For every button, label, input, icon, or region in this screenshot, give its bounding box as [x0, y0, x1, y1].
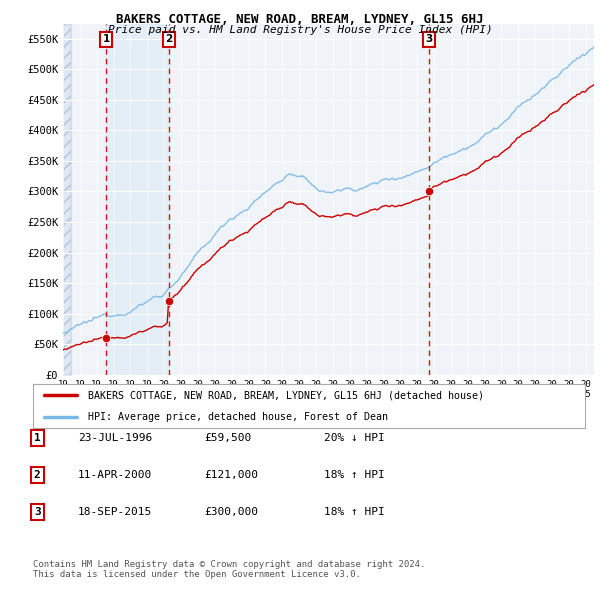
- Text: 3: 3: [34, 507, 41, 517]
- Text: 3: 3: [425, 34, 433, 44]
- Bar: [106, 24, 169, 375]
- Text: 23-JUL-1996: 23-JUL-1996: [78, 433, 152, 442]
- Text: £59,500: £59,500: [204, 433, 251, 442]
- Text: Price paid vs. HM Land Registry's House Price Index (HPI): Price paid vs. HM Land Registry's House …: [107, 25, 493, 35]
- Text: HPI: Average price, detached house, Forest of Dean: HPI: Average price, detached house, Fore…: [88, 412, 388, 422]
- Text: 18% ↑ HPI: 18% ↑ HPI: [324, 470, 385, 480]
- Text: 1: 1: [34, 433, 41, 442]
- Text: 2: 2: [165, 34, 172, 44]
- Text: 18% ↑ HPI: 18% ↑ HPI: [324, 507, 385, 517]
- Text: BAKERS COTTAGE, NEW ROAD, BREAM, LYDNEY, GL15 6HJ: BAKERS COTTAGE, NEW ROAD, BREAM, LYDNEY,…: [116, 13, 484, 26]
- Text: 20% ↓ HPI: 20% ↓ HPI: [324, 433, 385, 442]
- Text: 2: 2: [34, 470, 41, 480]
- Text: BAKERS COTTAGE, NEW ROAD, BREAM, LYDNEY, GL15 6HJ (detached house): BAKERS COTTAGE, NEW ROAD, BREAM, LYDNEY,…: [88, 391, 484, 401]
- Text: 18-SEP-2015: 18-SEP-2015: [78, 507, 152, 517]
- Text: 1: 1: [103, 34, 110, 44]
- Text: 11-APR-2000: 11-APR-2000: [78, 470, 152, 480]
- Text: Contains HM Land Registry data © Crown copyright and database right 2024.
This d: Contains HM Land Registry data © Crown c…: [33, 560, 425, 579]
- Text: £121,000: £121,000: [204, 470, 258, 480]
- Text: £300,000: £300,000: [204, 507, 258, 517]
